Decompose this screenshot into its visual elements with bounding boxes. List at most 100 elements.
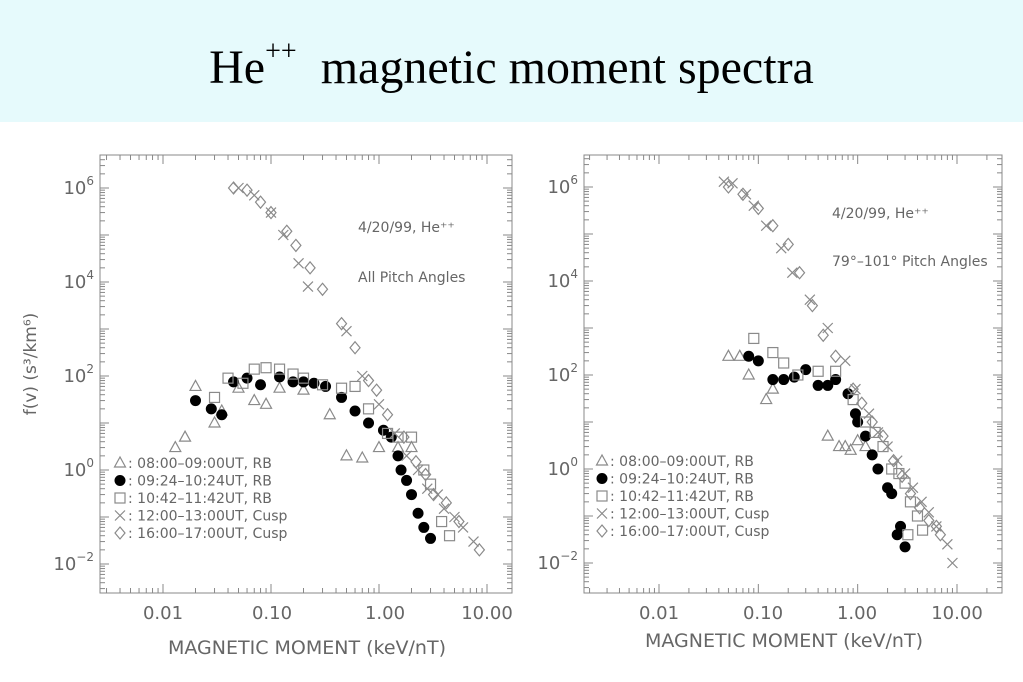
series-1 (721, 349, 873, 455)
data-point (733, 349, 747, 361)
data-point (913, 500, 926, 515)
data-point (425, 532, 437, 544)
data-point (788, 371, 800, 383)
y-tick-label: 106 (63, 174, 94, 199)
data-point (356, 370, 368, 382)
data-point (869, 426, 881, 439)
legend-entry: : 10:42–11:42UT, RB (610, 489, 754, 505)
data-point (362, 403, 375, 415)
legend-entry: : 16:00–17:00UT, Cusp (610, 524, 770, 540)
data-point (273, 363, 286, 375)
data-point (822, 379, 834, 391)
data-point (410, 454, 422, 469)
data-point (113, 455, 127, 468)
data-point (255, 379, 267, 391)
data-point (775, 242, 787, 254)
x-tick-label: 1.00 (365, 603, 405, 624)
data-point (766, 381, 780, 394)
y-tick-label: 106 (547, 173, 578, 198)
data-point (114, 492, 126, 504)
data-point (453, 514, 465, 529)
data-point (114, 526, 126, 540)
data-point (923, 513, 935, 528)
data-point (760, 220, 772, 232)
data-point (806, 298, 819, 313)
data-point (759, 392, 773, 405)
data-point (793, 265, 806, 280)
data-point (273, 380, 287, 393)
data-point (595, 453, 609, 466)
y-tick-label: 102 (547, 361, 578, 386)
data-point (718, 176, 730, 188)
x-tick-label: 10.00 (461, 603, 513, 624)
data-point (114, 510, 126, 521)
data-point (391, 440, 405, 453)
data-point (947, 557, 958, 569)
data-point (265, 205, 277, 220)
data-point (748, 200, 760, 212)
data-point (721, 349, 735, 361)
data-point (882, 441, 893, 452)
y-tick-label: 10−2 (537, 549, 578, 574)
data-point (778, 374, 790, 386)
data-point (362, 373, 375, 388)
y-tick-label: 104 (63, 268, 94, 293)
data-point (222, 372, 234, 384)
data-point (930, 519, 943, 534)
title-superscript: ++ (265, 36, 297, 67)
data-point (596, 508, 608, 519)
data-point (443, 530, 456, 542)
data-point (298, 376, 310, 388)
data-point (349, 405, 361, 417)
data-point (748, 332, 760, 345)
data-point (227, 181, 240, 195)
data-point (406, 489, 418, 501)
data-point (752, 201, 765, 216)
x-tick-label: 0.10 (743, 603, 783, 624)
y-tick-label: 102 (63, 362, 94, 387)
data-point (412, 507, 424, 519)
x-tick-label: 0.01 (143, 603, 183, 624)
y-tick-label: 100 (63, 456, 94, 481)
data-point (168, 440, 182, 453)
x-axis-label: MAGNETIC MOMENT (keV/nT) (645, 630, 923, 652)
data-point (877, 429, 889, 444)
data-point (290, 238, 302, 253)
data-point (855, 396, 868, 411)
data-point (812, 365, 824, 377)
data-point (907, 482, 919, 494)
data-point (767, 218, 779, 233)
data-point (418, 521, 430, 533)
data-point (405, 431, 418, 443)
data-point (316, 379, 329, 391)
data-point (812, 379, 824, 391)
data-point (839, 355, 851, 367)
data-point (767, 346, 779, 359)
x-tick-label: 0.10 (252, 603, 292, 624)
legend-entry: : 10:42–11:42UT, RB (128, 491, 272, 507)
data-point (281, 224, 293, 239)
data-point (335, 316, 348, 331)
legend-entry: : 12:00–13:00UT, Cusp (610, 507, 770, 523)
data-point (389, 428, 401, 439)
data-point (237, 377, 249, 389)
series-5 (227, 181, 486, 557)
data-point (336, 391, 348, 403)
data-point (247, 393, 261, 406)
series-4 (718, 176, 958, 569)
data-point (851, 433, 865, 446)
annotation: 4/20/99, He⁺⁺ (358, 220, 455, 236)
data-point (852, 416, 864, 428)
data-point (355, 450, 369, 463)
data-point (838, 439, 852, 452)
data-point (767, 374, 779, 386)
data-point (381, 407, 394, 422)
data-point (427, 487, 440, 502)
data-point (335, 382, 348, 394)
data-point (449, 511, 460, 523)
data-point (254, 195, 267, 210)
data-point (872, 463, 884, 475)
data-point (339, 448, 354, 461)
data-point (395, 464, 407, 476)
